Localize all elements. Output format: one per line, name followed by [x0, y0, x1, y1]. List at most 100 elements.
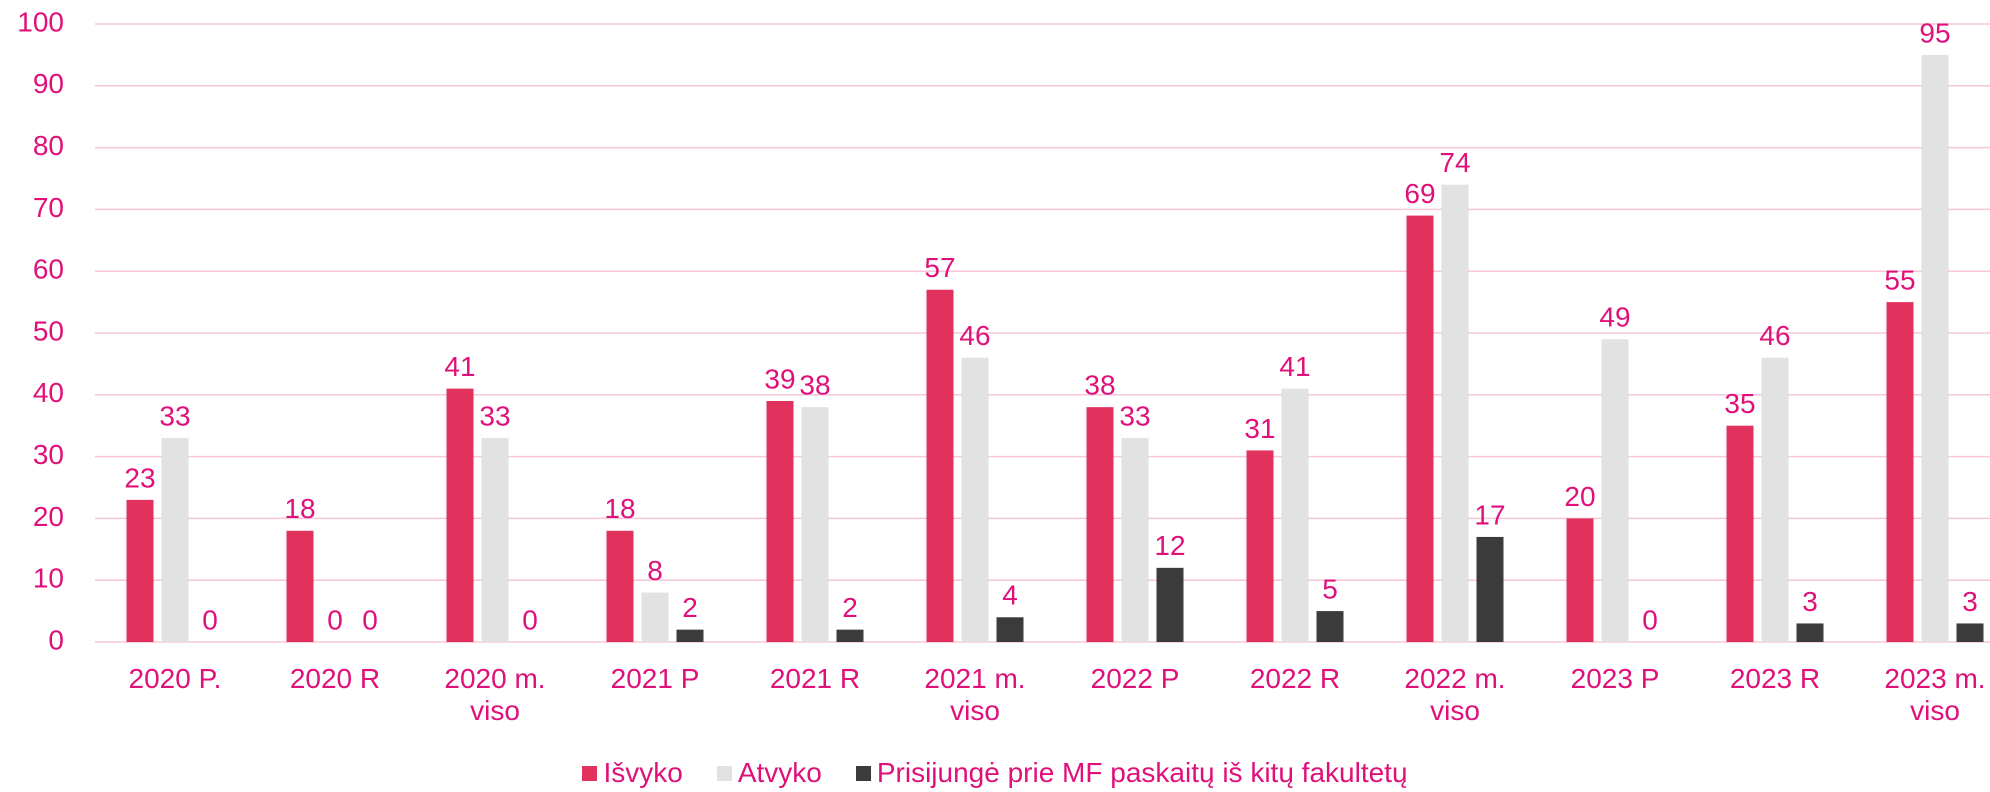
bar — [446, 388, 474, 642]
legend-label: Atvyko — [737, 757, 822, 788]
value-label: 69 — [1404, 178, 1435, 209]
bar — [1246, 450, 1274, 642]
x-tick-label: 2020 P. — [128, 663, 222, 694]
value-label: 57 — [924, 252, 955, 283]
bar — [1316, 611, 1344, 642]
bar — [801, 407, 829, 642]
bar — [1566, 518, 1594, 642]
value-label: 3 — [1962, 586, 1978, 617]
value-label: 17 — [1474, 499, 1505, 530]
bar — [1406, 215, 1434, 642]
bar — [1156, 567, 1184, 642]
legend-swatch — [582, 765, 598, 781]
value-label: 46 — [1759, 320, 1790, 351]
y-tick-label: 60 — [33, 254, 64, 285]
y-tick-label: 40 — [33, 377, 64, 408]
bar — [481, 438, 509, 642]
bar — [676, 629, 704, 642]
value-label: 38 — [1084, 370, 1115, 401]
value-label: 0 — [202, 604, 218, 635]
bar — [286, 530, 314, 642]
bar — [926, 289, 954, 642]
value-label: 18 — [604, 493, 635, 524]
value-label: 33 — [159, 400, 190, 431]
bar — [1441, 184, 1469, 642]
value-label: 38 — [799, 370, 830, 401]
x-tick-label: 2023 R — [1729, 663, 1821, 694]
bar — [766, 400, 794, 642]
legend-item: Atvyko — [716, 757, 822, 789]
bar — [1086, 407, 1114, 642]
y-tick-label: 30 — [33, 439, 64, 470]
value-label: 33 — [1119, 400, 1150, 431]
x-tick-label: 2021 m. viso — [924, 663, 1026, 726]
value-label: 3 — [1802, 586, 1818, 617]
y-tick-label: 70 — [33, 192, 64, 223]
value-label: 55 — [1884, 264, 1915, 295]
bar — [961, 357, 989, 642]
value-label: 5 — [1322, 573, 1338, 604]
value-label: 2 — [842, 592, 858, 623]
value-label: 39 — [764, 363, 795, 394]
bar — [1886, 302, 1914, 642]
bar — [836, 629, 864, 642]
bar — [996, 617, 1024, 642]
legend-label: Prisijungė prie MF paskaitų iš kitų faku… — [876, 757, 1408, 788]
bar — [641, 592, 669, 642]
value-label: 0 — [1642, 604, 1658, 635]
x-tick-label: 2020 R — [289, 663, 381, 694]
legend-item: Prisijungė prie MF paskaitų iš kitų faku… — [855, 757, 1408, 789]
x-tick-label: 2021 P — [610, 663, 700, 694]
value-label: 95 — [1919, 17, 1950, 48]
legend-label: Išvyko — [603, 757, 683, 788]
bar — [126, 499, 154, 642]
value-label: 0 — [327, 604, 343, 635]
value-label: 41 — [1279, 351, 1310, 382]
value-label: 49 — [1599, 302, 1630, 333]
value-label: 0 — [522, 604, 538, 635]
value-label: 31 — [1244, 413, 1275, 444]
value-label: 4 — [1002, 580, 1018, 611]
bar — [1956, 623, 1984, 642]
x-tick-label: 2022 R — [1249, 663, 1341, 694]
value-label: 23 — [124, 462, 155, 493]
legend-item: Išvyko — [582, 757, 683, 789]
value-label: 2 — [682, 592, 698, 623]
y-tick-label: 80 — [33, 130, 64, 161]
y-tick-label: 0 — [48, 624, 64, 655]
value-label: 33 — [479, 400, 510, 431]
bar — [606, 530, 634, 642]
value-label: 12 — [1154, 530, 1185, 561]
value-label: 18 — [284, 493, 315, 524]
value-label: 74 — [1439, 147, 1470, 178]
value-label: 20 — [1564, 481, 1595, 512]
x-tick-label: 2023 m. viso — [1884, 663, 1986, 726]
x-tick-label: 2022 P — [1090, 663, 1180, 694]
bar — [1476, 536, 1504, 642]
x-tick-label: 2023 P — [1570, 663, 1660, 694]
bar — [1281, 388, 1309, 642]
value-label: 46 — [959, 320, 990, 351]
y-tick-label: 50 — [33, 315, 64, 346]
bar — [1726, 425, 1754, 642]
legend-swatch — [855, 765, 871, 781]
x-tick-label: 2020 m. viso — [444, 663, 546, 726]
x-tick-label: 2022 m. viso — [1404, 663, 1506, 726]
bar — [161, 438, 189, 642]
y-tick-label: 10 — [33, 563, 64, 594]
bar — [1601, 339, 1629, 642]
value-label: 0 — [362, 604, 378, 635]
value-label: 8 — [647, 555, 663, 586]
bar — [1121, 438, 1149, 642]
bar — [1796, 623, 1824, 642]
value-label: 41 — [444, 351, 475, 382]
y-tick-label: 100 — [17, 6, 64, 37]
y-tick-label: 90 — [33, 68, 64, 99]
x-tick-label: 2021 R — [769, 663, 861, 694]
legend-swatch — [716, 765, 732, 781]
value-label: 35 — [1724, 388, 1755, 419]
y-tick-label: 20 — [33, 501, 64, 532]
legend: Išvyko Atvyko Prisijungė prie MF paskaitų … — [0, 757, 1990, 789]
